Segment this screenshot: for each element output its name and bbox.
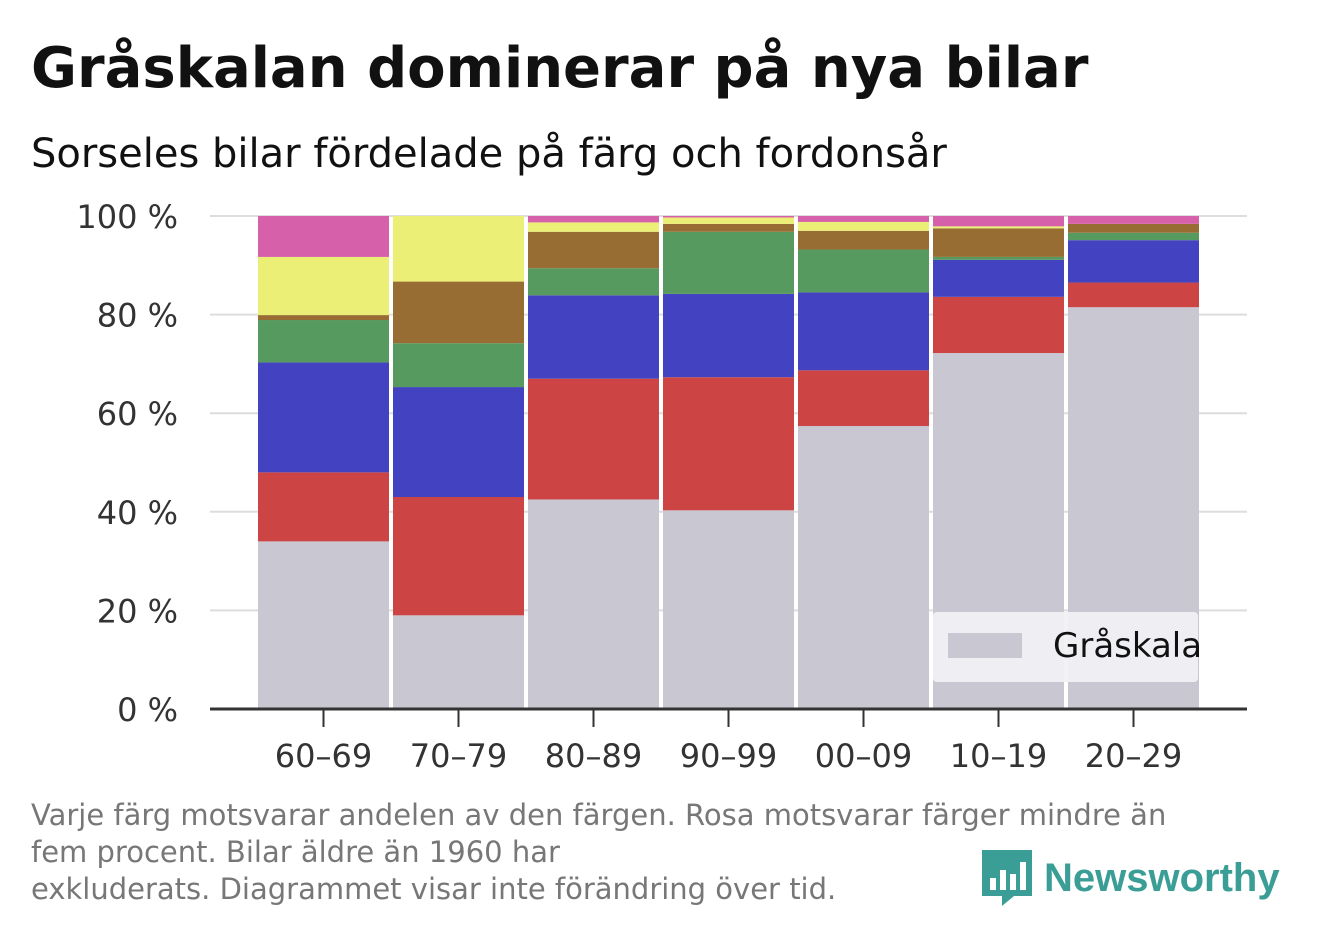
footnote-line-2: fem procent. Bilar äldre än 1960 har: [31, 835, 560, 869]
bar-segment: [798, 292, 929, 371]
bar-segment: [258, 541, 389, 709]
bar-segment: [393, 497, 524, 616]
bar-segment: [933, 226, 1064, 229]
bar-segment: [258, 216, 389, 257]
legend: Gråskala: [933, 612, 1202, 682]
bar-segment: [393, 387, 524, 498]
bar-segment: [663, 231, 794, 294]
bar-segment: [663, 293, 794, 378]
bar-segment: [798, 216, 929, 222]
x-tick-label: 20–29: [1085, 737, 1182, 775]
bar-segment: [1068, 216, 1199, 224]
legend-label: Gråskala: [1053, 626, 1202, 666]
brand-name: Newsworthy: [1044, 855, 1280, 900]
bar-segment: [528, 268, 659, 296]
y-tick-label: 20 %: [97, 592, 178, 630]
bar-segment: [1068, 282, 1199, 308]
bar-segment: [1068, 232, 1199, 241]
y-tick-label: 100 %: [76, 198, 178, 236]
bar-segment: [798, 370, 929, 427]
bar-chart-speech-icon: [982, 850, 1032, 906]
bar-segment: [798, 221, 929, 231]
bar-segment: [933, 296, 1064, 354]
bar-segment: [528, 216, 659, 223]
bar-segment: [393, 343, 524, 388]
axes: 0 % 20 % 40 % 60 % 80 % 100 % 60–69 70–79 80–89 9…: [76, 198, 1247, 775]
y-tick-label: 0 %: [117, 691, 178, 729]
y-tick-label: 80 %: [97, 297, 178, 335]
bar-segment: [663, 223, 794, 232]
bar-segment: [933, 216, 1064, 227]
bar-segment: [258, 472, 389, 542]
bar-segment: [393, 615, 524, 709]
bar-segment: [528, 499, 659, 709]
y-tick-label: 40 %: [97, 494, 178, 532]
legend-swatch: [948, 633, 1022, 658]
footnote-line-1: Varje färg motsvarar andelen av den färg…: [31, 798, 1167, 832]
x-tick-label: 60–69: [275, 737, 372, 775]
bar-segment: [528, 222, 659, 232]
bar-segment: [258, 315, 389, 321]
bars: [258, 216, 1199, 709]
bar-segment: [1068, 240, 1199, 283]
bar-segment: [798, 249, 929, 293]
bar-segment: [663, 217, 794, 224]
x-tick-label: 80–89: [545, 737, 642, 775]
bar-segment: [258, 256, 389, 316]
bar-segment: [258, 320, 389, 363]
bar-segment: [933, 256, 1064, 260]
newsworthy-logo: Newsworthy: [980, 848, 1280, 908]
bar-segment: [393, 281, 524, 344]
legend-box: [933, 612, 1198, 682]
bar-segment: [798, 426, 929, 709]
bar-segment: [933, 259, 1064, 297]
bar-segment: [528, 378, 659, 500]
bar-segment: [933, 228, 1064, 257]
bar-segment: [528, 231, 659, 269]
bar-segment: [798, 230, 929, 250]
x-tick-label: 10–19: [950, 737, 1047, 775]
bar-segment: [663, 510, 794, 709]
bar-segment: [258, 362, 389, 473]
bar-segment: [1068, 223, 1199, 233]
page-title: Gråskalan dominerar på nya bilar: [31, 36, 1089, 101]
bar-segment: [663, 377, 794, 511]
footnote-line-3: exkluderats. Diagrammet visar inte förän…: [31, 872, 837, 906]
y-tick-label: 60 %: [97, 395, 178, 433]
x-tick-label: 70–79: [410, 737, 507, 775]
chart-footnote: Varje färg motsvarar andelen av den färg…: [31, 797, 1271, 908]
bar-segment: [528, 295, 659, 379]
chart-subtitle: Sorseles bilar fördelade på färg och for…: [31, 131, 947, 177]
x-tick-label: 00–09: [815, 737, 912, 775]
bar-segment: [393, 216, 524, 282]
bar-segment: [663, 216, 794, 218]
x-tick-label: 90–99: [680, 737, 777, 775]
